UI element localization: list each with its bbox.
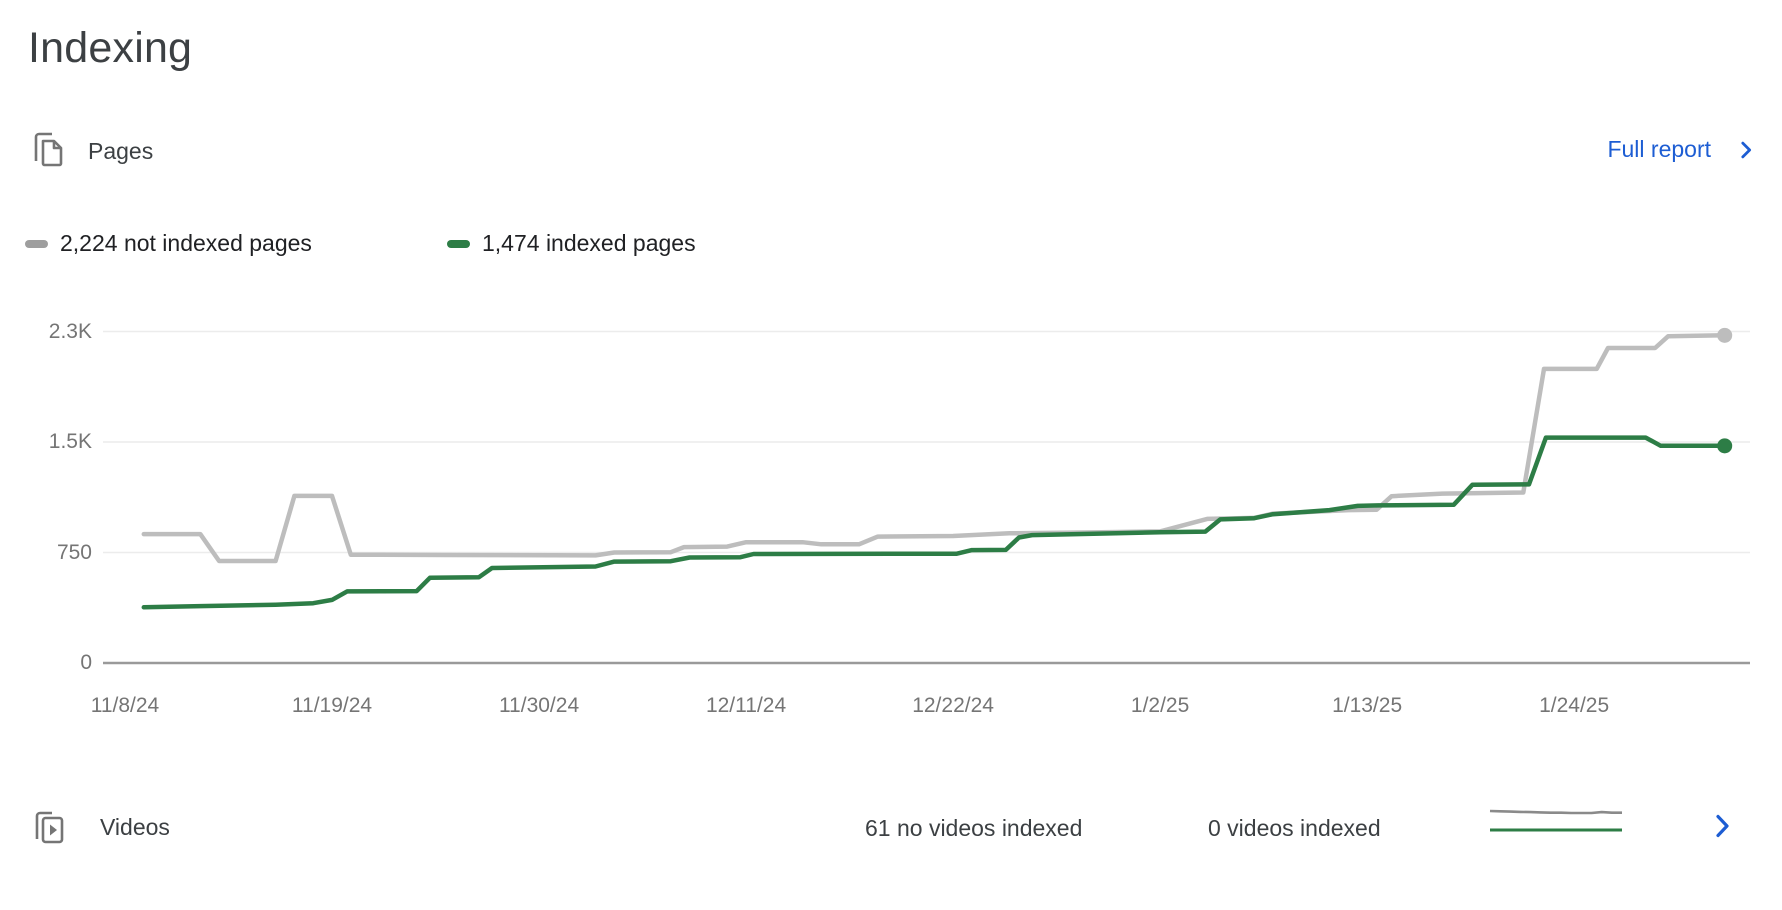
legend-item-not-indexed[interactable]: 2,224 not indexed pages bbox=[25, 230, 312, 257]
x-axis-label: 11/8/24 bbox=[90, 694, 160, 717]
videos-row: Videos 61 no videos indexed 0 videos ind… bbox=[0, 796, 1782, 866]
pages-chart: 0 750 1.5K 2.3K 11/8/24 11/19/24 11/30/24 12/1… bbox=[48, 319, 1750, 717]
page-title: Indexing bbox=[28, 24, 193, 72]
videos-section-title: Videos bbox=[100, 814, 170, 840]
y-axis-label: 0 bbox=[80, 651, 92, 674]
x-axis-label: 11/30/24 bbox=[498, 694, 580, 717]
pages-chart-canvas bbox=[103, 327, 1750, 665]
y-axis-label: 1.5K bbox=[48, 430, 92, 453]
chevron-right-icon[interactable] bbox=[1735, 139, 1757, 161]
x-axis-label: 1/13/25 bbox=[1332, 694, 1403, 717]
videos-chevron-right-icon[interactable] bbox=[1708, 812, 1736, 840]
videos-sparkline bbox=[1489, 809, 1622, 832]
not-indexed-endpoint-dot bbox=[1717, 327, 1733, 343]
pages-section-title: Pages bbox=[88, 138, 154, 164]
y-axis-label: 2.3K bbox=[48, 319, 92, 343]
full-report-link[interactable]: Full report bbox=[1607, 136, 1757, 163]
pages-icon bbox=[34, 132, 63, 167]
legend-item-indexed[interactable]: 1,474 indexed pages bbox=[447, 230, 696, 257]
x-axis-label: 11/19/24 bbox=[291, 694, 373, 717]
indexed-endpoint-dot bbox=[1717, 438, 1733, 454]
not-indexed-line bbox=[141, 333, 1727, 564]
x-axis-label: 1/2/25 bbox=[1130, 694, 1190, 717]
x-axis-label: 12/22/24 bbox=[912, 694, 994, 717]
videos-not-indexed-count: 61 no videos indexed bbox=[865, 815, 1083, 841]
chart-legend: 2,224 not indexed pages 1,474 indexed pa… bbox=[0, 230, 1782, 262]
y-axis-label: 750 bbox=[56, 540, 92, 564]
not-indexed-swatch bbox=[25, 239, 48, 248]
indexed-swatch bbox=[447, 239, 470, 248]
indexed-legend-label: 1,474 indexed pages bbox=[482, 230, 696, 256]
videos-not-indexed-sparkline-line bbox=[1489, 809, 1622, 815]
videos-indexed-count: 0 videos indexed bbox=[1208, 815, 1381, 841]
not-indexed-legend-label: 2,224 not indexed pages bbox=[60, 230, 312, 256]
full-report-label[interactable]: Full report bbox=[1607, 136, 1711, 162]
x-axis-label: 12/11/24 bbox=[705, 694, 787, 717]
indexed-line bbox=[141, 435, 1727, 610]
x-axis-label: 1/24/25 bbox=[1539, 694, 1610, 717]
videos-icon bbox=[35, 811, 64, 844]
